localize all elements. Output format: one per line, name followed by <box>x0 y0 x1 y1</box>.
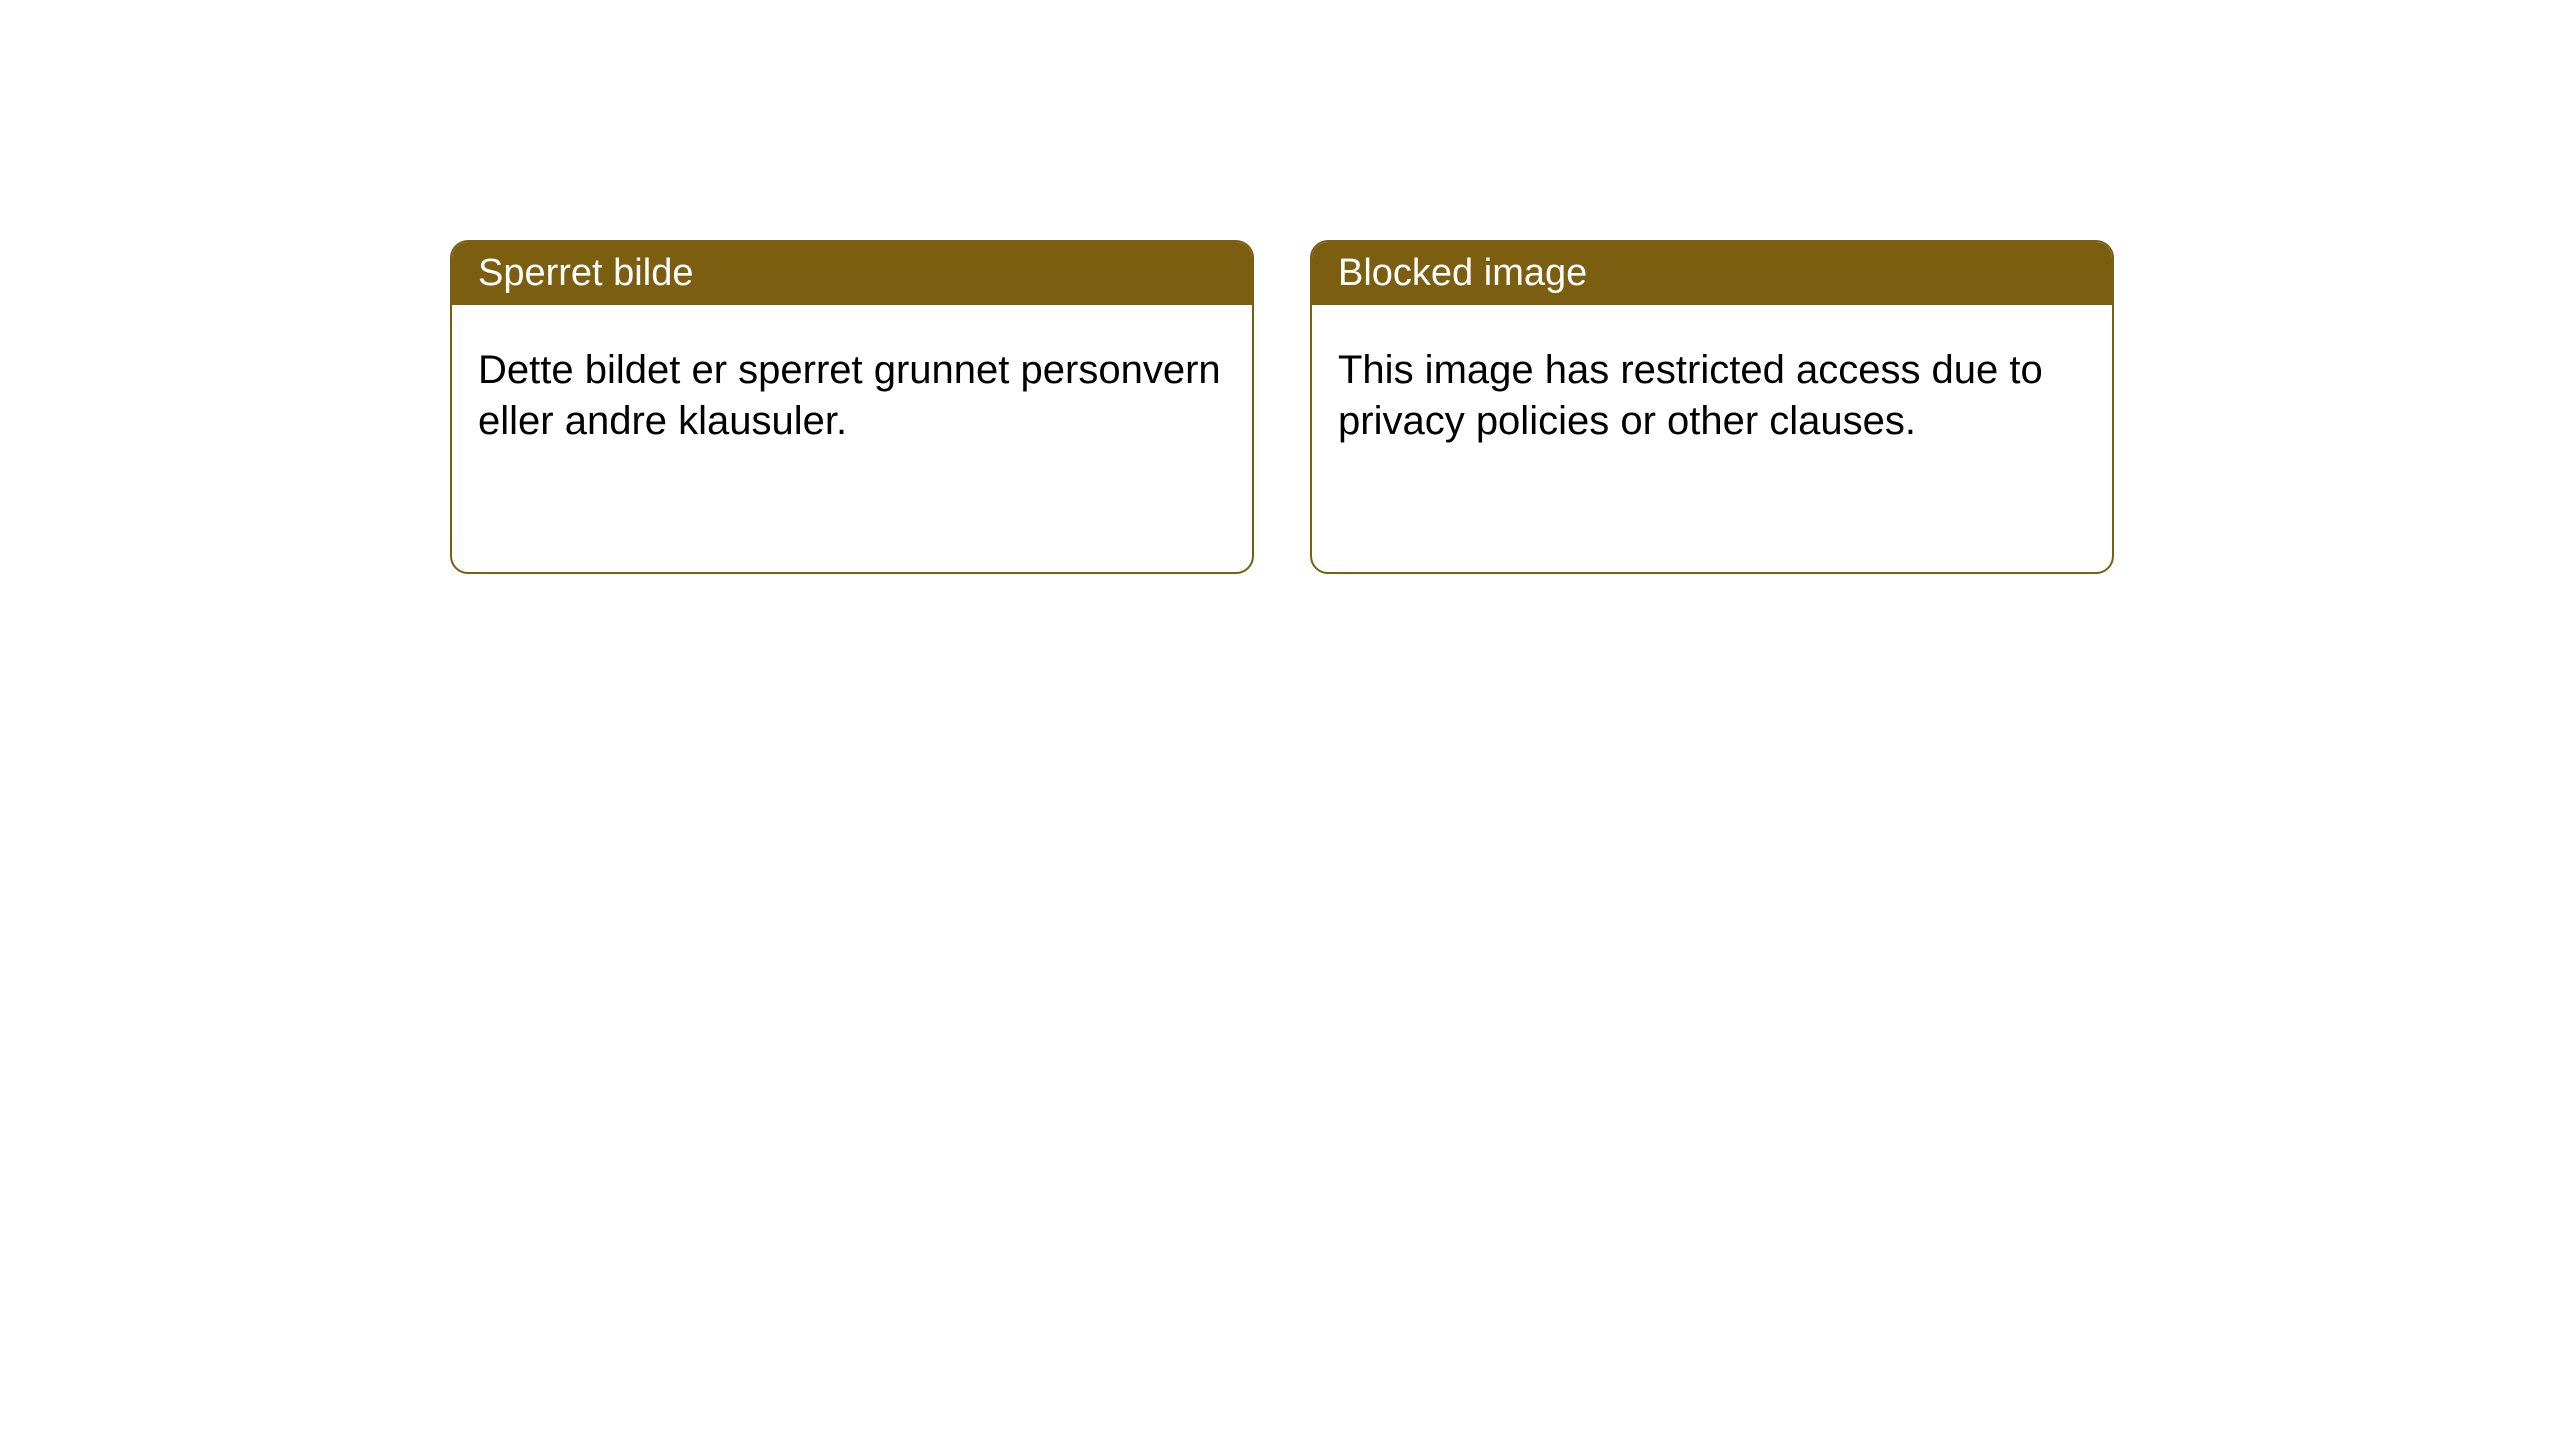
notice-body-no: Dette bildet er sperret grunnet personve… <box>452 305 1252 487</box>
notice-title-en: Blocked image <box>1312 242 2112 305</box>
notice-body-en: This image has restricted access due to … <box>1312 305 2112 487</box>
notice-title-no: Sperret bilde <box>452 242 1252 305</box>
notice-card-no: Sperret bilde Dette bildet er sperret gr… <box>450 240 1254 574</box>
notice-card-en: Blocked image This image has restricted … <box>1310 240 2114 574</box>
notice-container: Sperret bilde Dette bildet er sperret gr… <box>0 0 2560 574</box>
